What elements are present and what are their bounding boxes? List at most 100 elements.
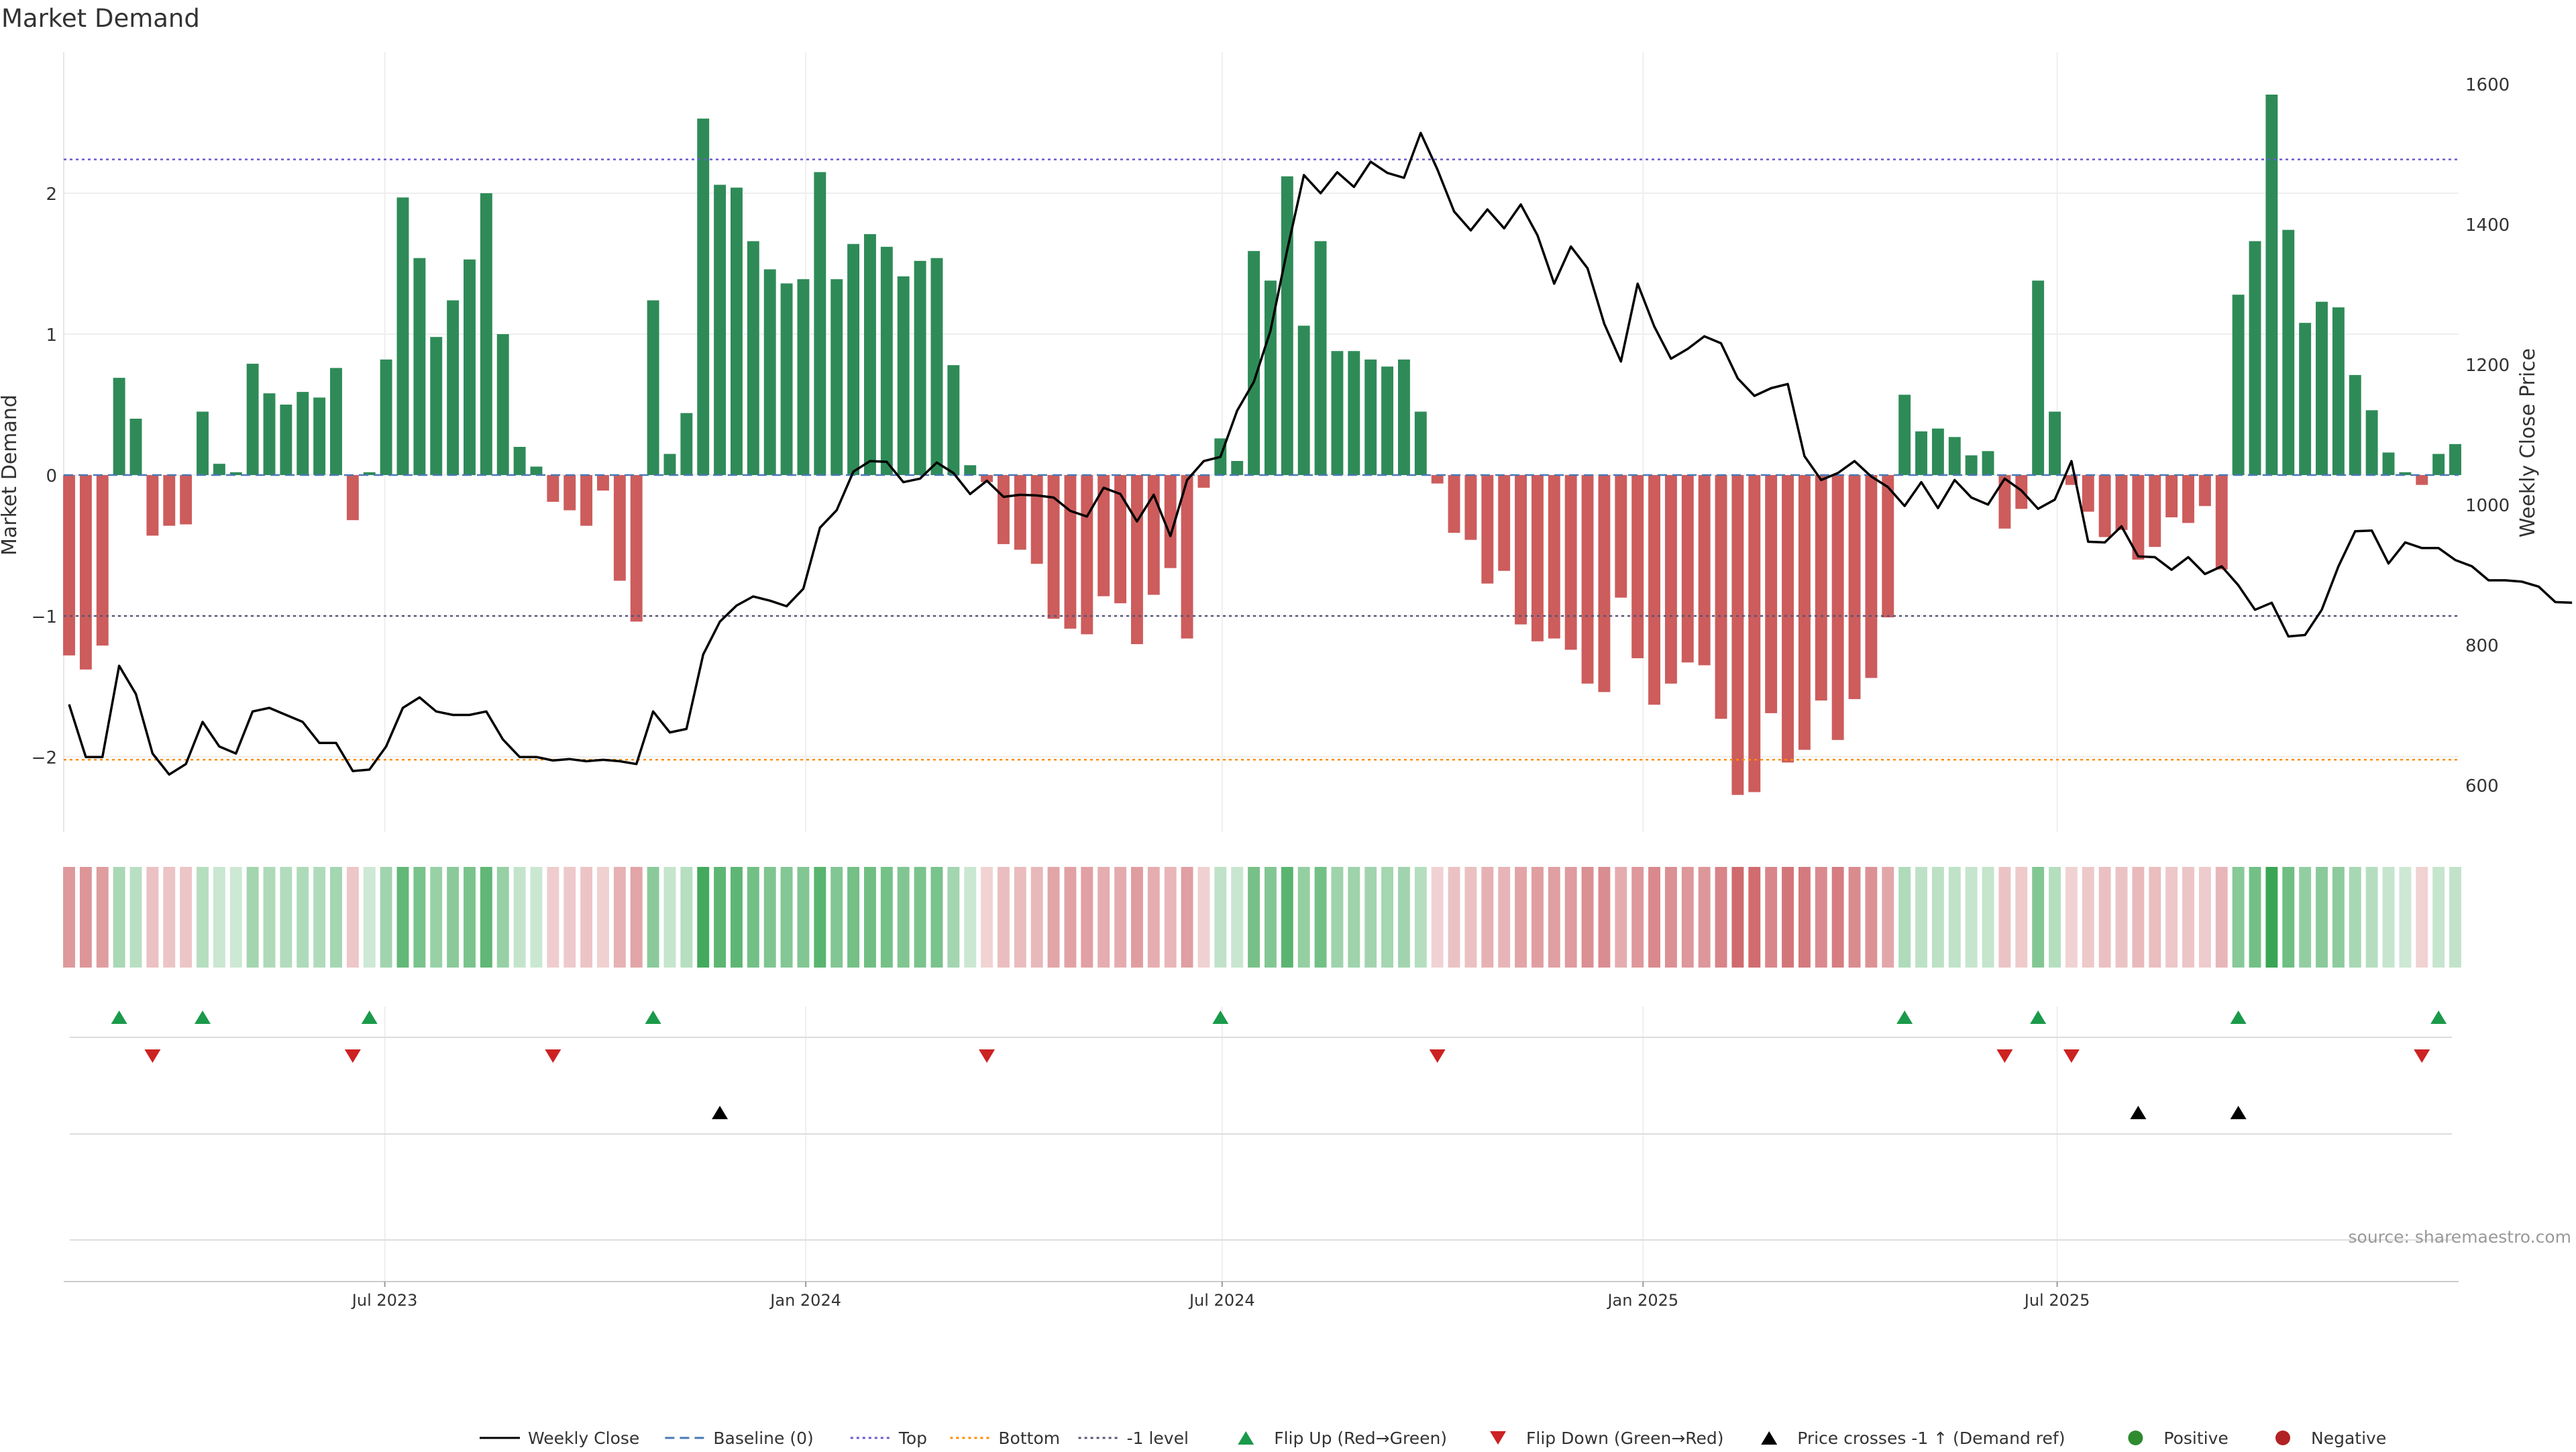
demand-strip-cell [2215,867,2228,968]
demand-bar [63,475,75,656]
flip-down-marker [2414,1049,2430,1063]
demand-bar [1948,437,1961,475]
demand-bar [964,465,977,475]
demand-bar [1782,475,1794,763]
demand-bar [1381,366,1394,475]
demand-strip-cell [1164,867,1177,968]
flip-up-marker [1896,1010,1913,1024]
demand-bar [1998,475,2011,529]
demand-strip-cell [630,867,643,968]
demand-bar [1064,475,1077,629]
demand-bar [1281,176,1293,475]
demand-bar [1931,428,1944,475]
legend: Weekly Close Baseline (0) Top Bottom -1 leve… [480,1429,2386,1448]
legend-label: Positive [2163,1429,2228,1448]
demand-strip-cell [229,867,242,968]
demand-strip-cell [697,867,710,968]
demand-bar [914,260,926,475]
demand-bar [1014,475,1026,550]
demand-bar [663,454,676,475]
legend-label: Weekly Close [528,1429,639,1448]
demand-strip-cell [1214,867,1227,968]
demand-bar [513,447,526,475]
demand-bar [2049,411,2061,475]
demand-bar [1848,475,1861,699]
demand-bar [464,259,476,475]
demand-bar [1297,325,1310,475]
demand-bar [2282,229,2295,475]
demand-strip-cell [464,867,476,968]
demand-strip-cell [2165,867,2178,968]
demand-bar [2432,454,2445,475]
demand-bar [280,405,292,475]
demand-strip-cell [763,867,776,968]
demand-bar [1515,475,1527,625]
demand-bar [2416,475,2428,485]
demand-bar [396,197,409,475]
demand-bar [1798,475,1811,750]
demand-strip-cell [1448,867,1460,968]
demand-strip-cell [1364,867,1377,968]
y-tick-label: −1 [32,607,57,627]
demand-strip-cell [797,867,810,968]
demand-strip-cell [2399,867,2412,968]
y2-axis-label: Weekly Close Price [2516,348,2540,537]
demand-strip-cell [1982,867,1994,968]
demand-bar [830,279,843,475]
demand-bar [1147,475,1160,595]
demand-strip-cell [930,867,943,968]
demand-strip-cell [1848,867,1861,968]
flip-up-marker [2430,1010,2447,1024]
price-cross-marker [2130,1106,2147,1119]
demand-bar [947,365,960,475]
x-tick-label: Jul 2023 [351,1291,418,1310]
demand-bar [313,397,326,475]
demand-strip-cell [2015,867,2028,968]
flip-up-marker [361,1010,378,1024]
demand-strip-cell [2432,867,2445,968]
demand-strip-cell [129,867,142,968]
flip-up-marker [1212,1010,1229,1024]
demand-strip-cell [1615,867,1627,968]
demand-strip-cell [1564,867,1577,968]
demand-bar [146,475,159,536]
demand-bar [447,300,460,475]
demand-bar [2215,475,2228,570]
flip-down-marker [144,1049,161,1063]
x-tick-label: Jul 2024 [1188,1291,1255,1310]
flip-up-marker [645,1010,661,1024]
flip-up-marker [2030,1010,2047,1024]
demand-strip-cell [1464,867,1477,968]
demand-strip-cell [180,867,193,968]
legend-label: Baseline (0) [713,1429,813,1448]
x-tick-label: Jul 2025 [2023,1291,2090,1310]
demand-strip-cell [2365,867,2378,968]
demand-strip-cell [2032,867,2045,968]
demand-bar [229,472,242,475]
demand-strip-cell [847,867,860,968]
demand-bar [1331,351,1344,475]
demand-bar [496,334,509,475]
demand-bar [2165,475,2178,517]
demand-bar [180,475,193,525]
demand-bar [1097,475,1110,597]
demand-strip-cell [2449,867,2461,968]
price-cross-marker [2230,1106,2247,1119]
demand-bar [780,283,793,475]
demand-strip-cell [2082,867,2094,968]
demand-strip-cell [2249,867,2261,968]
demand-strip-cell [2316,867,2328,968]
chart-title: Market Demand [1,4,200,33]
demand-bar [2265,95,2278,475]
demand-strip-cell [297,867,309,968]
demand-bar [714,185,727,475]
demand-bar [363,472,376,475]
legend-swatch [1238,1431,1254,1445]
demand-strip-cell [1197,867,1210,968]
demand-strip-cell [2349,867,2361,968]
demand-strip-cell [1865,867,1878,968]
demand-bar [2198,475,2211,507]
legend-label: Negative [2311,1429,2386,1448]
demand-bar [1731,475,1744,795]
demand-strip-cell [1147,867,1160,968]
